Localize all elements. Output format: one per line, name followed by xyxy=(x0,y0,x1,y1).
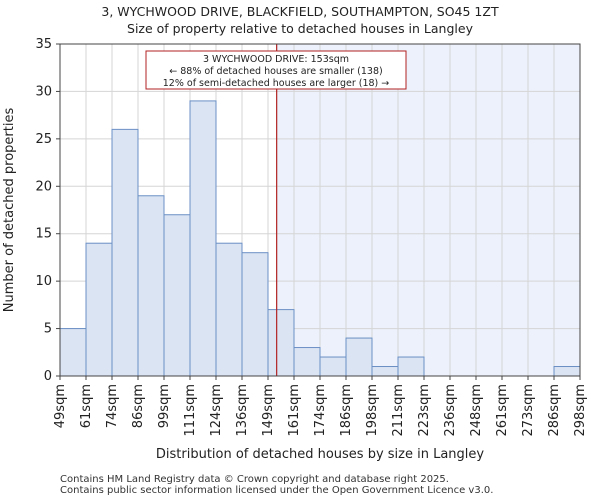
x-tick-label: 186sqm xyxy=(339,384,354,437)
y-tick-label: 15 xyxy=(35,227,52,242)
x-tick-label: 298sqm xyxy=(573,384,588,437)
x-tick-label: 74sqm xyxy=(105,384,120,428)
x-tick-label: 174sqm xyxy=(313,384,328,437)
bar-99sqm xyxy=(163,214,191,377)
x-tick-label: 211sqm xyxy=(391,384,406,437)
x-tick-label: 286sqm xyxy=(547,384,562,437)
bar-111sqm xyxy=(189,100,217,377)
x-axis-label: Distribution of detached houses by size … xyxy=(156,447,485,462)
bar-198sqm xyxy=(371,366,399,377)
footer-licence: Contains public sector information licen… xyxy=(60,485,494,496)
bar-286sqm xyxy=(553,366,581,377)
y-tick-label: 0 xyxy=(44,369,52,384)
x-tick-label: 161sqm xyxy=(287,384,302,437)
x-tick-label: 49sqm xyxy=(53,384,68,428)
bar-174sqm xyxy=(319,356,347,377)
bar-211sqm xyxy=(397,356,425,377)
larger-properties-region xyxy=(276,44,580,376)
y-tick-label: 25 xyxy=(35,132,52,147)
x-tick-label: 136sqm xyxy=(235,384,250,437)
x-tick-label: 261sqm xyxy=(495,384,510,437)
bar-86sqm xyxy=(137,195,165,377)
x-tick-label: 61sqm xyxy=(79,384,94,428)
annotation-box: 3 WYCHWOOD DRIVE: 153sqm ← 88% of detach… xyxy=(145,50,407,90)
x-tick-label: 248sqm xyxy=(469,384,484,437)
annotation-line-3: 12% of semi-detached houses are larger (… xyxy=(163,78,390,89)
y-axis-label: Number of detached properties xyxy=(2,108,17,313)
y-tick-label: 5 xyxy=(44,322,52,337)
x-tick-label: 99sqm xyxy=(157,384,172,428)
bar-49sqm xyxy=(59,328,87,377)
y-tick-label: 30 xyxy=(35,84,52,99)
footer-copyright: Contains HM Land Registry data © Crown c… xyxy=(60,474,449,485)
x-tick-label: 124sqm xyxy=(209,384,224,437)
x-tick-label: 86sqm xyxy=(131,384,146,428)
bar-61sqm xyxy=(85,242,113,377)
x-tick-label: 111sqm xyxy=(183,384,198,437)
bar-186sqm xyxy=(345,337,373,377)
bar-161sqm xyxy=(293,347,321,377)
bar-74sqm xyxy=(111,128,139,377)
x-tick-label: 223sqm xyxy=(417,384,432,437)
bar-136sqm xyxy=(241,252,269,377)
chart-title: 3, WYCHWOOD DRIVE, BLACKFIELD, SOUTHAMPT… xyxy=(101,4,499,19)
x-tick-label: 236sqm xyxy=(443,384,458,437)
x-tick-label: 198sqm xyxy=(365,384,380,437)
y-tick-label: 10 xyxy=(35,274,52,289)
x-tick-label: 273sqm xyxy=(521,384,536,437)
bar-149sqm xyxy=(267,309,295,377)
y-tick-label: 35 xyxy=(35,37,52,52)
annotation-line-1: 3 WYCHWOOD DRIVE: 153sqm xyxy=(203,54,349,65)
bar-124sqm xyxy=(215,242,243,377)
annotation-line-2: ← 88% of detached houses are smaller (13… xyxy=(169,66,382,77)
x-tick-label: 149sqm xyxy=(261,384,276,437)
annotation-frame xyxy=(145,50,407,90)
chart-subtitle: Size of property relative to detached ho… xyxy=(127,21,473,36)
y-tick-label: 20 xyxy=(35,179,52,194)
